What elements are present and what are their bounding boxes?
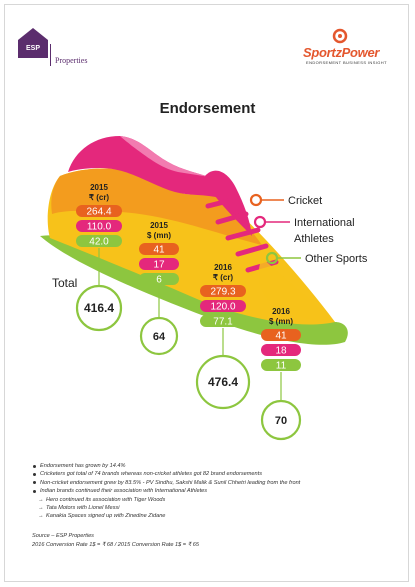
group-year: 2015: [90, 183, 108, 192]
sportzpower-name: SportzPower: [303, 45, 380, 60]
note-sub-item: Hero continued its association with Tige…: [32, 496, 392, 505]
total-value: 476.4: [208, 375, 238, 389]
note-sub-item: Tata Motors with Lionel Messi: [32, 504, 392, 513]
note-bullet: Indian brands continued their associatio…: [32, 487, 392, 495]
endorsement-chart: Cricket International Athletes Other Spo…: [40, 136, 368, 441]
value-label: 18: [275, 346, 287, 357]
total-value: 416.4: [84, 301, 114, 315]
value-group: 2016$ (mn) 41 18 11 70: [260, 307, 302, 441]
legend-label-other: Other Sports: [305, 253, 368, 265]
total-value: 64: [153, 331, 166, 343]
value-pill: [200, 300, 246, 312]
value-pill: [200, 315, 246, 327]
sportzpower-logo-icon: [332, 28, 348, 44]
value-label: 77.1: [213, 317, 233, 328]
value-label: 42.0: [89, 237, 109, 248]
value-pill: [139, 273, 179, 285]
total-circle: [260, 399, 302, 441]
value-label: 279.3: [210, 287, 235, 298]
value-label: 41: [275, 331, 287, 342]
shoe-toe-cap: [258, 258, 335, 322]
legend-marker-cricket: [249, 193, 263, 207]
value-pill: [76, 235, 122, 247]
value-pill: [261, 329, 301, 341]
value-pill: [261, 344, 301, 356]
note-bullet: Non-cricket endorsement grew by 83.5% - …: [32, 479, 392, 487]
total-circle: [195, 354, 251, 410]
value-pill: [76, 220, 122, 232]
value-pill: [139, 243, 179, 255]
total-circle: [139, 316, 179, 356]
sportzpower-tagline: ENDORSEMENT BUSINESS INSIGHT: [306, 60, 387, 65]
legend: Cricket International Athletes Other Spo…: [249, 193, 368, 265]
legend-label-international-1: International: [294, 217, 355, 229]
total-circle: [75, 284, 123, 332]
group-year: 2016: [272, 307, 290, 316]
value-pill: [139, 258, 179, 270]
total-value: 70: [275, 415, 287, 427]
note-bullet: Cricketers got total of 74 brands wherea…: [32, 470, 392, 478]
value-group: 2015$ (mn) 41 17 6 64: [139, 221, 179, 356]
value-label: 41: [153, 245, 165, 256]
value-label: 11: [276, 361, 287, 372]
total-label: Total: [52, 276, 77, 290]
legend-label-international-2: Athletes: [294, 233, 334, 245]
shoe-upper: [68, 136, 222, 198]
value-label: 17: [153, 260, 165, 271]
page-frame: [4, 4, 409, 582]
source-line: Source – ESP Properties: [32, 533, 94, 539]
value-group: 2015₹ (cr) 264.4 110.0 42.0 416.4: [75, 183, 123, 332]
value-label: 110.0: [87, 222, 112, 233]
group-unit: $ (mn): [269, 317, 293, 326]
note-bullet: Endorsement has grown by 14.4%: [32, 462, 392, 470]
value-pill: [200, 285, 246, 297]
value-label: 6: [156, 275, 162, 286]
value-pill: [261, 359, 301, 371]
value-label: 264.4: [86, 207, 111, 218]
group-year: 2015: [150, 221, 168, 230]
group-unit: ₹ (cr): [213, 273, 234, 282]
chart-title: Endorsement: [159, 100, 256, 117]
legend-label-cricket: Cricket: [288, 195, 322, 207]
esp-logo-icon: ESP: [18, 28, 48, 58]
value-group: 2016₹ (cr) 279.3 120.0 77.1 476.4: [195, 263, 251, 410]
group-unit: $ (mn): [147, 231, 171, 240]
note-sub-item: Kanakia Spaces signed up with Zinedine Z…: [32, 512, 392, 521]
esp-brand-text: Properties: [55, 56, 88, 65]
value-label: 120.0: [210, 302, 235, 313]
esp-logo-text: ESP: [26, 45, 40, 52]
conversion-rate-line: 2016 Conversion Rate 1$ = ₹ 68 / 2015 Co…: [32, 542, 199, 548]
value-pill: [76, 205, 122, 217]
group-unit: ₹ (cr): [89, 193, 110, 202]
notes-list: Endorsement has grown by 14.4% Cricketer…: [32, 462, 392, 521]
esp-logo-divider: [50, 44, 51, 66]
group-year: 2016: [214, 263, 232, 272]
legend-marker-international: [253, 215, 267, 229]
source-note: Source – ESP Properties 2016 Conversion …: [32, 532, 199, 550]
